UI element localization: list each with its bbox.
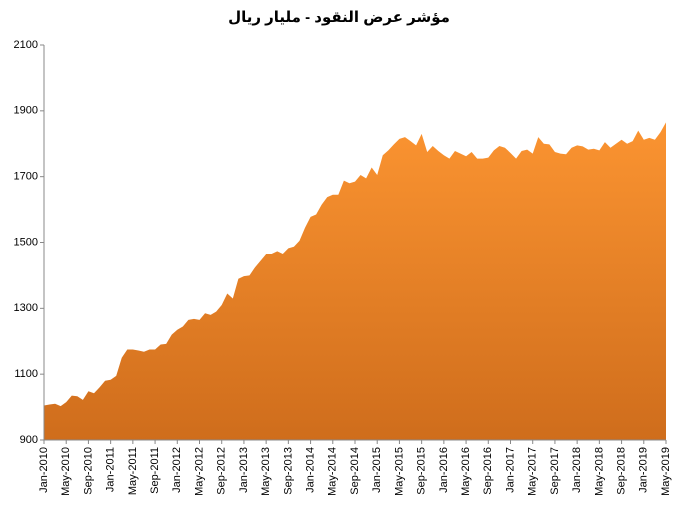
x-tick-label: May-2017 bbox=[527, 447, 539, 496]
chart-title: مؤشر عرض النقود - مليار ريال bbox=[228, 9, 450, 26]
x-tick-label: May-2010 bbox=[60, 447, 72, 496]
x-tick-label: Jan-2016 bbox=[438, 447, 450, 493]
x-tick-label: Sep-2018 bbox=[615, 447, 627, 495]
y-tick-label: 1100 bbox=[14, 368, 38, 380]
x-tick-label: Sep-2011 bbox=[149, 447, 161, 494]
x-tick-label: Sep-2017 bbox=[549, 447, 561, 495]
x-tick-label: Sep-2010 bbox=[82, 447, 94, 495]
x-tick-label: Sep-2016 bbox=[482, 447, 494, 495]
x-tick-label: Sep-2012 bbox=[216, 447, 228, 495]
x-tick-label: Jan-2014 bbox=[304, 447, 316, 493]
x-tick-label: May-2013 bbox=[260, 447, 272, 496]
x-tick-label: May-2012 bbox=[193, 447, 205, 496]
x-tick-label: Jan-2011 bbox=[105, 447, 117, 492]
x-tick-label: May-2011 bbox=[127, 447, 139, 495]
x-tick-label: May-2019 bbox=[660, 447, 672, 496]
y-tick-label: 1500 bbox=[14, 236, 38, 248]
area bbox=[44, 122, 666, 441]
y-tick-label: 2100 bbox=[14, 39, 38, 51]
x-tick-label: Jan-2017 bbox=[504, 447, 516, 493]
x-tick-label: Jan-2015 bbox=[371, 447, 383, 493]
x-tick-label: Sep-2013 bbox=[282, 447, 294, 495]
y-tick-label: 1700 bbox=[14, 171, 38, 183]
x-tick-label: Jan-2018 bbox=[571, 447, 583, 493]
x-tick-label: May-2016 bbox=[460, 447, 472, 496]
x-tick-label: Jan-2010 bbox=[38, 447, 50, 493]
x-tick-label: Sep-2014 bbox=[349, 447, 361, 495]
x-tick-label: Jan-2019 bbox=[638, 447, 650, 493]
y-tick-label: 1900 bbox=[14, 105, 38, 117]
x-tick-label: May-2018 bbox=[593, 447, 605, 496]
y-tick-label: 900 bbox=[20, 434, 38, 446]
y-tick-label: 1300 bbox=[14, 302, 38, 314]
x-tick-label: Jan-2013 bbox=[238, 447, 250, 493]
x-tick-label: May-2015 bbox=[393, 447, 405, 496]
x-tick-label: Jan-2012 bbox=[171, 447, 183, 493]
x-tick-label: Sep-2015 bbox=[416, 447, 428, 495]
x-tick-label: May-2014 bbox=[327, 447, 339, 496]
